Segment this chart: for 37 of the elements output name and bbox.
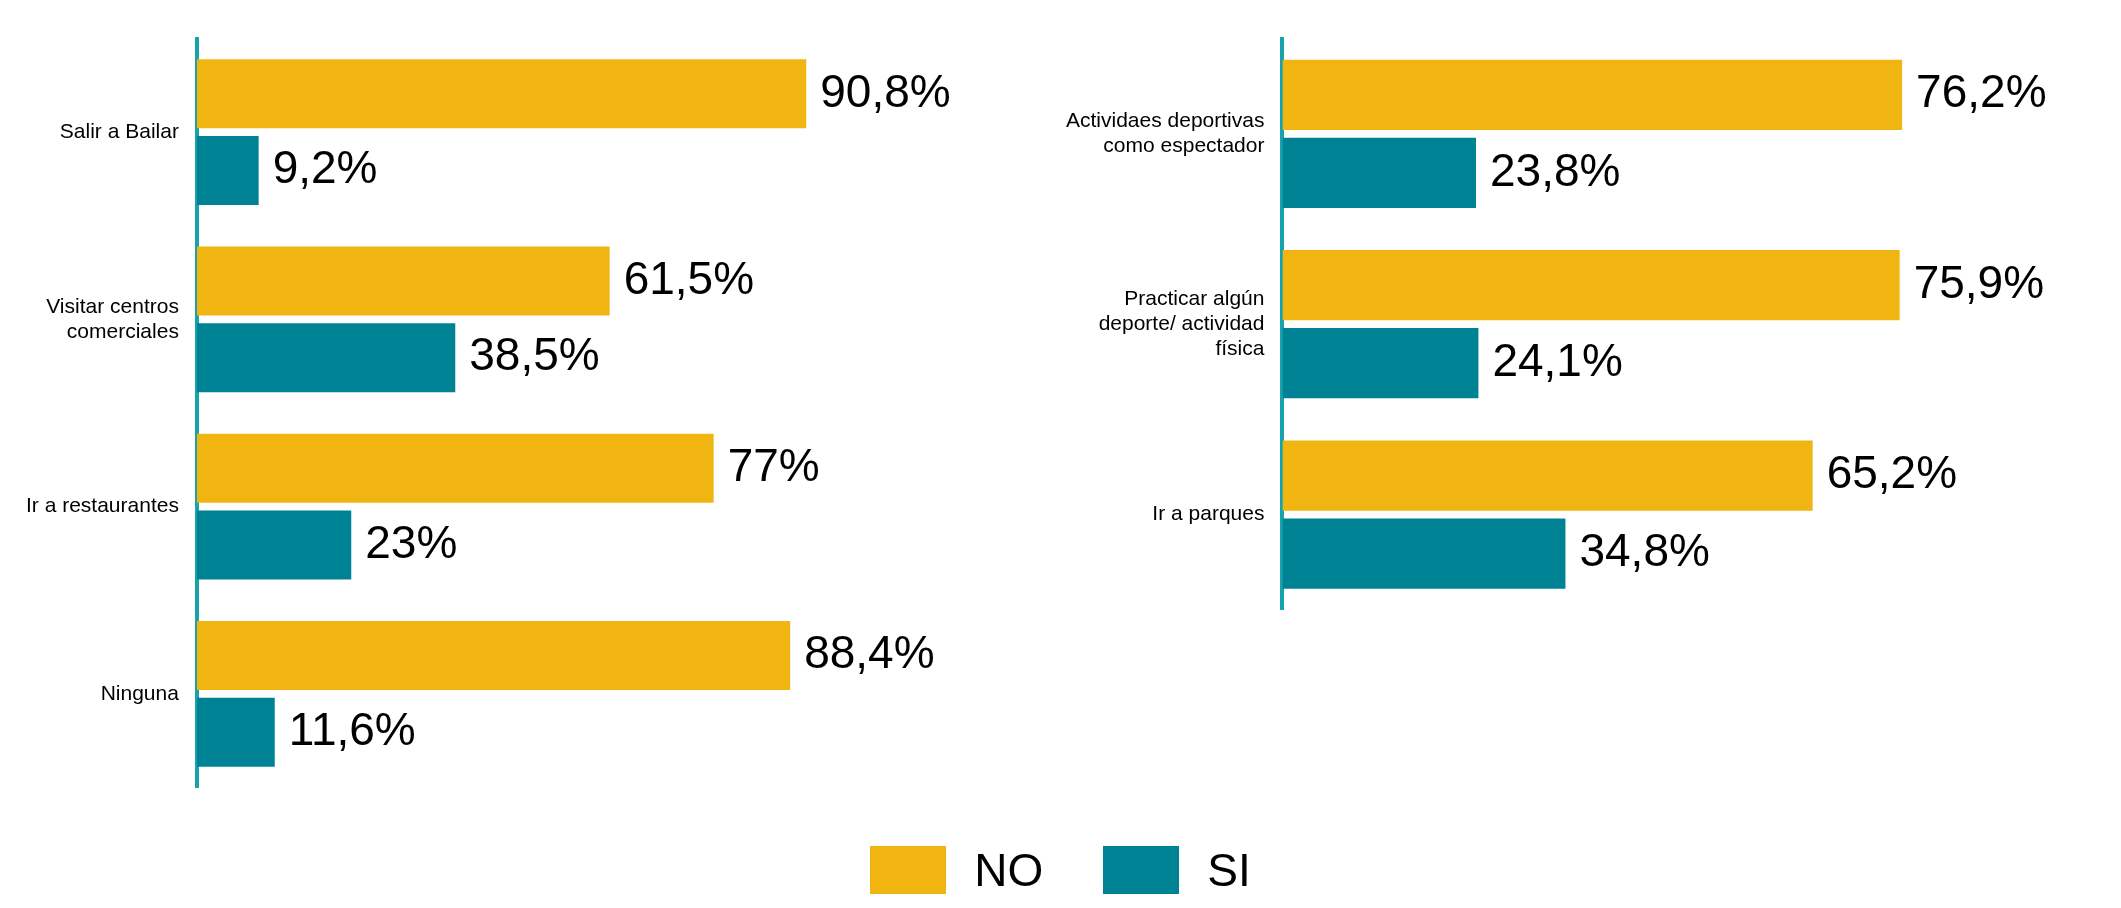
y-tick-label: Ir a restaurantes — [26, 493, 179, 517]
bar — [1282, 250, 1900, 321]
y-tick-label: Ninguna — [100, 680, 180, 704]
data-label: 23% — [365, 515, 458, 568]
bar — [196, 136, 259, 206]
data-label: 38,5% — [469, 328, 600, 381]
y-tick-label: Salir a Bailar — [59, 119, 179, 142]
legend-label: NO — [974, 843, 1044, 897]
bar — [196, 620, 791, 690]
data-label: 34,8% — [1579, 524, 1710, 577]
bar — [196, 697, 275, 767]
data-label: 23,8% — [1489, 143, 1621, 196]
data-label: 88,4% — [804, 626, 935, 679]
data-label: 61,5% — [623, 251, 755, 304]
bar — [1282, 440, 1813, 511]
y-tick-label: Practicar algún deporte/ actividad física — [1098, 285, 1265, 360]
bar — [196, 246, 610, 316]
bar — [1282, 518, 1566, 589]
y-tick-label: Actividaes deportivas como espectador — [1066, 108, 1265, 157]
data-label: 9,2% — [272, 141, 378, 194]
bar — [196, 510, 352, 580]
bar — [1282, 59, 1903, 130]
bar — [196, 433, 714, 503]
data-label: 11,6% — [288, 702, 416, 755]
legend-label: SI — [1207, 843, 1251, 897]
bar — [196, 59, 807, 129]
data-label: 77% — [727, 438, 820, 491]
data-label: 24,1% — [1492, 333, 1623, 386]
y-tick-label: Visitar centros comerciales — [46, 293, 179, 342]
bar — [1282, 137, 1476, 208]
bar — [196, 323, 456, 393]
bar — [1282, 328, 1479, 399]
data-label: 75,9% — [1913, 255, 2045, 308]
y-tick-label: Ir a parques — [1152, 501, 1265, 525]
data-label: 76,2% — [1916, 65, 2047, 118]
data-label: 65,2% — [1826, 446, 1958, 499]
data-label: 90,8% — [820, 64, 951, 117]
